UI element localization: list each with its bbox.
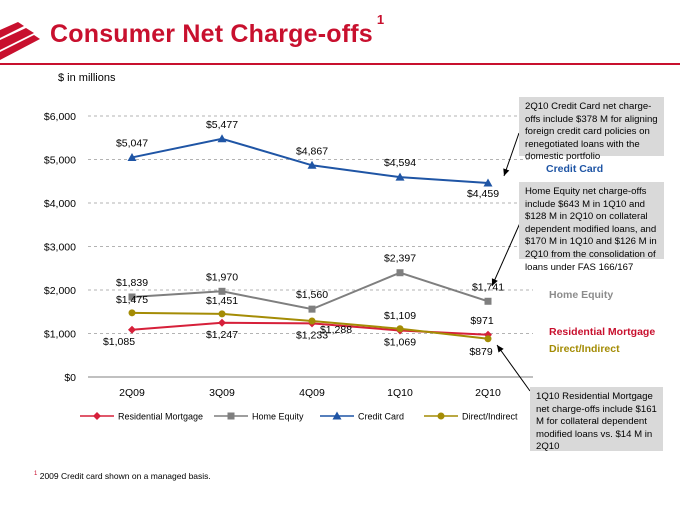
data-label-home_equity: $2,397	[384, 253, 416, 265]
x-tick-label: 3Q09	[209, 387, 235, 399]
data-label-credit_card: $4,594	[384, 157, 416, 169]
y-tick-label: $4,000	[44, 198, 76, 210]
x-tick-label: 2Q10	[475, 387, 501, 399]
title-divider	[0, 63, 680, 65]
legend-label-direct: Direct/Indirect	[462, 412, 518, 422]
data-point-home_equity	[308, 305, 316, 313]
legend-marker-residential	[93, 412, 101, 420]
data-label-home_equity: $1,560	[296, 289, 328, 301]
y-tick-label: $5,000	[44, 155, 76, 167]
note-residential: 1Q10 Residential Mortgage net charge-off…	[530, 387, 663, 452]
footnote-text: 2009 Credit card shown on a managed basi…	[39, 471, 211, 481]
data-point-direct	[484, 335, 492, 343]
title-footnote-marker: 1	[376, 11, 385, 27]
data-point-credit_card	[217, 134, 227, 143]
data-label-residential: $1,247	[206, 329, 238, 341]
footnote-marker: 1	[34, 471, 38, 478]
right-label-credit-card: Credit Card	[546, 163, 604, 175]
data-point-home_equity	[484, 297, 492, 305]
units-label: $ in millions	[58, 72, 116, 84]
x-tick-label: 2Q09	[119, 387, 145, 399]
data-label-direct: $1,475	[116, 294, 148, 306]
note-home-equity: Home Equity net charge-offs include $643…	[519, 182, 664, 273]
legend-marker-home_equity	[227, 412, 235, 420]
footnote: 1 2009 Credit card shown on a managed ba…	[34, 471, 211, 481]
data-label-residential: $971	[470, 315, 494, 327]
data-point-residential	[128, 325, 136, 334]
page-title: Consumer Net Charge-offs1	[50, 12, 384, 49]
right-label-residential: Residential Mortgage	[549, 326, 656, 338]
data-label-credit_card: $5,047	[116, 137, 148, 149]
y-tick-label: $2,000	[44, 285, 76, 297]
y-tick-label: $1,000	[44, 329, 76, 341]
callout-arrow-credit-card	[503, 132, 520, 177]
data-label-residential: $1,233	[296, 329, 328, 341]
data-label-home_equity: $1,839	[116, 277, 148, 289]
right-label-home-equity: Home Equity	[549, 289, 614, 301]
data-label-direct: $879	[469, 346, 493, 358]
x-tick-label: 4Q09	[299, 387, 325, 399]
legend-label-credit_card: Credit Card	[358, 412, 404, 422]
data-point-direct	[308, 317, 316, 325]
callout-arrow-home-equity	[491, 213, 525, 287]
x-tick-label: 1Q10	[387, 387, 413, 399]
data-label-home_equity: $1,741	[472, 281, 504, 293]
legend-marker-credit_card	[332, 411, 342, 420]
data-label-direct: $1,451	[206, 295, 238, 307]
data-label-credit_card: $4,867	[296, 145, 328, 157]
data-point-home_equity	[128, 293, 136, 301]
data-point-direct	[218, 310, 226, 318]
y-tick-label: $6,000	[44, 111, 76, 123]
logo-flag-icon	[0, 22, 40, 60]
data-label-credit_card: $4,459	[467, 188, 499, 200]
data-label-home_equity: $1,970	[206, 271, 238, 283]
data-label-residential: $1,069	[384, 336, 416, 348]
data-point-home_equity	[396, 269, 404, 277]
data-point-residential	[218, 318, 226, 327]
callout-arrow-credit-card-head	[503, 168, 510, 176]
data-point-direct	[396, 325, 404, 333]
legend-label-home_equity: Home Equity	[252, 412, 304, 422]
legend-marker-direct	[437, 412, 445, 420]
y-tick-label: $0	[64, 372, 76, 384]
data-label-residential: $1,085	[103, 336, 135, 348]
data-point-credit_card	[127, 152, 137, 161]
data-point-credit_card	[307, 160, 317, 169]
callout-arrow-home-equity-head	[491, 278, 498, 286]
page-title-text: Consumer Net Charge-offs	[50, 20, 373, 48]
data-label-credit_card: $5,477	[206, 119, 238, 131]
data-point-credit_card	[483, 178, 493, 187]
data-point-home_equity	[218, 287, 226, 295]
data-label-direct: $1,109	[384, 310, 416, 322]
y-tick-label: $3,000	[44, 242, 76, 254]
legend-label-residential: Residential Mortgage	[118, 412, 203, 422]
callout-arrow-residential	[496, 344, 531, 392]
callout-arrow-residential-head	[497, 345, 504, 353]
data-point-direct	[128, 309, 136, 317]
right-label-direct: Direct/Indirect	[549, 343, 620, 355]
note-credit-card: 2Q10 Credit Card net charge-offs include…	[519, 97, 664, 162]
data-label-direct: $1,288	[320, 324, 352, 336]
data-point-credit_card	[395, 172, 405, 181]
